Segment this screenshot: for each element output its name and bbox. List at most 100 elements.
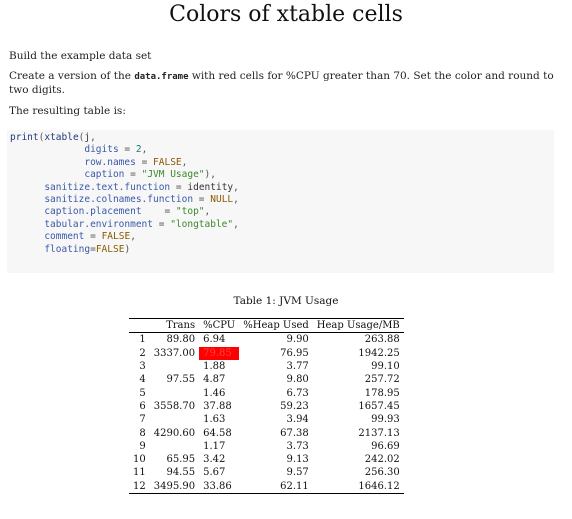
table-header-row: Trans %CPU %Heap Used Heap Usage/MB (129, 318, 404, 333)
code-line: caption = "JVM Usage"), (84, 169, 216, 181)
table-cell: 3.73 (286, 440, 309, 452)
table-row: 5 1.46 6.73 178.95 (129, 386, 404, 399)
code-content: print(xtable(j, digits = 2, row.names = … (10, 132, 554, 256)
table-cell (150, 386, 199, 399)
cpu-cell: 37.88 (203, 400, 232, 412)
table-row: 4 97.55 4.87 9.80 257.72 (129, 373, 404, 386)
table-cell: 1942.25 (358, 347, 400, 359)
cpu-cell: 6.94 (203, 334, 226, 346)
table-cell: 3.94 (286, 414, 309, 426)
table-cell: 4 (139, 374, 146, 386)
table-row: 12 3495.90 33.86 62.11 1646.12 (129, 480, 404, 494)
table-row: 3 1.88 3.77 99.10 (129, 360, 404, 373)
table-cell: 4290.60 (153, 427, 196, 439)
header-cell-cpu: %CPU (203, 320, 236, 332)
table-cell (150, 440, 199, 453)
table-cell: 3495.90 (153, 480, 196, 492)
table-row: 9 1.17 3.73 96.69 (129, 440, 404, 453)
result-intro: The resulting table is: (9, 105, 126, 117)
table-row: 8 4290.60 64.58 67.38 2137.13 (129, 426, 404, 439)
header-cell-heap-usage-mb: Heap Usage/MB (316, 320, 400, 332)
table-cell: 257.72 (364, 374, 400, 386)
table-cell: 242.02 (364, 454, 400, 466)
table-cell: 76.95 (280, 347, 309, 359)
table-cell: 5 (139, 387, 146, 399)
table-cell: 263.88 (364, 334, 400, 346)
table-cell: 62.11 (280, 480, 309, 492)
code-line: comment = FALSE, (44, 231, 136, 243)
cpu-cell: 3.42 (203, 454, 226, 466)
table-cell (150, 360, 199, 373)
code-line: tabular.environment = "longtable", (44, 218, 239, 230)
cpu-cell: 64.58 (203, 427, 232, 439)
table-row: 1 89.80 6.94 9.90 263.88 (129, 333, 404, 347)
jvm-usage-table: Trans %CPU %Heap Used Heap Usage/MB 1 89.… (129, 318, 404, 494)
header-cell-heap-used: %Heap Used (243, 320, 309, 332)
table-cell: 2 (139, 347, 146, 359)
table-cell: 9 (139, 440, 146, 452)
table-cell: 3558.70 (153, 400, 196, 412)
cpu-cell: 1.46 (203, 387, 226, 399)
table-cell: 7 (139, 414, 146, 426)
code-line: digits = 2, (84, 144, 148, 156)
table-cell: 178.95 (364, 387, 400, 399)
code-line: floating=FALSE) (44, 243, 131, 255)
code-block: print(xtable(j, digits = 2, row.names = … (7, 130, 554, 273)
table-cell: 9.13 (286, 454, 309, 466)
table-cell: 1 (139, 334, 146, 346)
table-cell: 99.10 (371, 361, 400, 373)
table-cell (150, 413, 199, 426)
table-cell: 12 (133, 480, 146, 492)
code-line: caption.placement = "top", (44, 206, 211, 218)
intro-text-before: Create a version of the (9, 70, 135, 82)
table-cell: 11 (133, 467, 146, 479)
table-cell: 1646.12 (358, 480, 400, 492)
table-cell: 97.55 (166, 374, 196, 386)
table-row: 10 65.95 3.42 9.13 242.02 (129, 453, 404, 466)
table-cell: 3.77 (286, 361, 309, 373)
table-cell: 2137.13 (358, 427, 400, 439)
table-cell: 9.90 (286, 334, 309, 346)
table-cell: 3337.00 (153, 347, 196, 359)
table-cell: 256.30 (364, 467, 400, 479)
table-cell: 96.69 (371, 440, 400, 452)
table-cell: 9.80 (286, 374, 309, 386)
cpu-cell: 33.86 (203, 480, 232, 492)
table-cell: 3 (139, 361, 146, 373)
table-cell: 67.38 (280, 427, 309, 439)
table-cell: 10 (133, 454, 146, 466)
table-cell: 1657.45 (358, 400, 400, 412)
table-cell: 8 (139, 427, 146, 439)
table-cell: 6 (139, 400, 146, 412)
table-cell: 59.23 (280, 400, 309, 412)
table-cell: 99.93 (371, 414, 400, 426)
table-row: 11 94.55 5.67 9.57 256.30 (129, 466, 404, 479)
cpu-cell: 5.67 (203, 467, 226, 479)
cpu-cell: 1.17 (203, 440, 226, 452)
table-row: 7 1.63 3.94 99.93 (129, 413, 404, 426)
table-cell: 6.73 (286, 387, 309, 399)
header-cell-trans: Trans (166, 320, 196, 332)
table-row: 6 3558.70 37.88 59.23 1657.45 (129, 400, 404, 413)
intro-paragraph: Create a version of the data.frame with … (9, 70, 561, 97)
intro-text-after: with red cells for %CPU greater than 70.… (9, 70, 554, 96)
inline-code-dataframe: data.frame (134, 72, 189, 82)
page-title: Colors of xtable cells (169, 2, 403, 27)
code-line: row.names = FALSE, (84, 156, 188, 168)
cpu-cell: 79.85 (199, 346, 240, 360)
section-heading: Build the example data set (9, 50, 152, 62)
cpu-cell: 1.88 (203, 361, 226, 373)
table-cell: 89.80 (166, 334, 196, 346)
table-cell: 94.55 (166, 467, 196, 479)
table-body: 1 89.80 6.94 9.90 263.88 2 3337.00 79.85 76.95 19… (129, 333, 404, 494)
table-cell: 9.57 (286, 467, 309, 479)
code-line: print(xtable(j, (10, 132, 96, 143)
code-line: sanitize.colnames.function = NULL, (44, 194, 239, 206)
header-cell (129, 319, 150, 333)
code-line: sanitize.text.function = identity, (44, 181, 239, 193)
cpu-cell: 4.87 (203, 374, 226, 386)
cpu-cell: 1.63 (203, 414, 226, 426)
table-caption: Table 1: JVM Usage (233, 295, 339, 307)
table-row: 2 3337.00 79.85 76.95 1942.25 (129, 346, 404, 360)
table-cell: 65.95 (166, 454, 196, 466)
